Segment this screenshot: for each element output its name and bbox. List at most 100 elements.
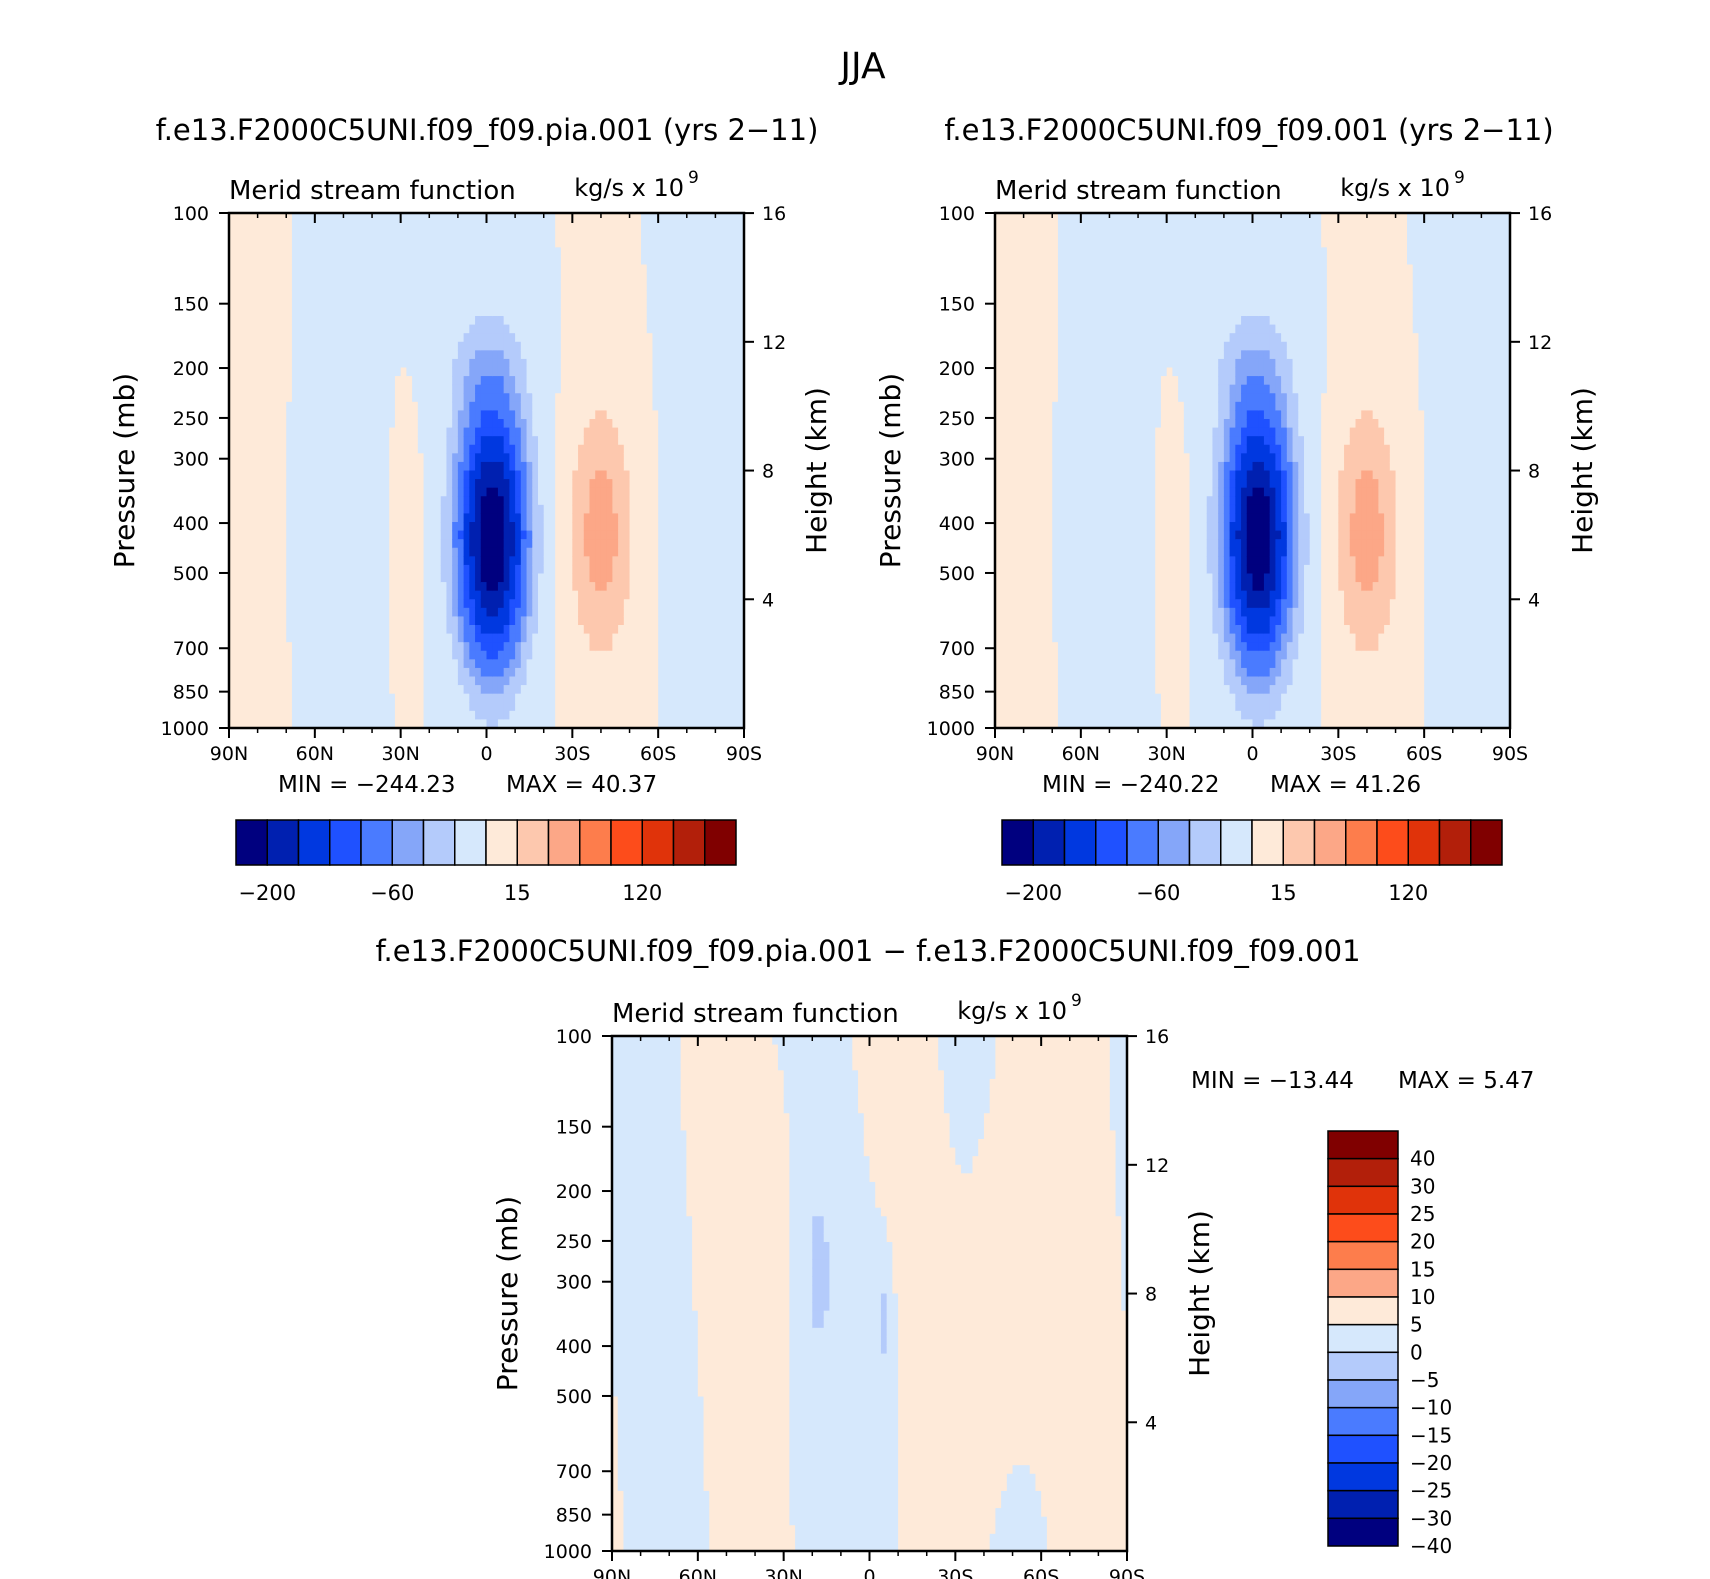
panel-0-field-cell bbox=[360, 290, 367, 300]
panel-0-field-cell bbox=[681, 633, 688, 643]
panel-0-field-cell bbox=[394, 213, 402, 223]
panel-0-field-cell bbox=[452, 599, 459, 609]
panel-0-field-cell bbox=[635, 461, 642, 472]
panel-0-field-cell bbox=[681, 410, 688, 420]
panel-0-field-cell bbox=[480, 650, 488, 660]
panel-0-field-cell bbox=[257, 221, 264, 231]
panel-0-field-cell bbox=[526, 633, 533, 643]
panel-0-field-cell bbox=[417, 333, 425, 343]
panel-0-field-cell bbox=[612, 333, 619, 343]
panel-0-field-cell bbox=[360, 522, 367, 532]
panel-0-field-cell bbox=[675, 393, 682, 403]
panel-0-field-cell bbox=[497, 582, 505, 592]
panel-0-field-cell bbox=[612, 607, 619, 618]
panel-0-field-cell bbox=[589, 436, 596, 446]
panel-0-field-cell bbox=[703, 316, 711, 326]
panel-0-field-cell bbox=[475, 676, 482, 686]
panel-0-field-cell bbox=[669, 573, 676, 583]
panel-0-field-cell bbox=[641, 522, 648, 532]
panel-0-field-cell bbox=[423, 324, 430, 334]
panel-0-field-cell bbox=[303, 487, 310, 497]
panel-0-field-cell bbox=[492, 444, 499, 454]
panel-0-field-cell bbox=[234, 376, 242, 386]
panel-0-field-cell bbox=[520, 496, 528, 506]
panel-0-field-cell bbox=[326, 530, 333, 540]
panel-0-field-cell bbox=[343, 659, 350, 669]
panel-0-field-cell bbox=[520, 530, 528, 540]
panel-0-field-cell bbox=[320, 487, 327, 497]
panel-0-field-cell bbox=[555, 384, 562, 394]
panel-0-field-cell bbox=[475, 298, 482, 309]
panel-0-field-cell bbox=[251, 247, 259, 257]
panel-0-field-cell bbox=[291, 384, 299, 394]
panel-0-field-cell bbox=[486, 590, 493, 600]
panel-0-field-cell bbox=[297, 479, 304, 489]
panel-0-field-cell bbox=[406, 539, 413, 549]
panel-0-field-cell bbox=[618, 590, 625, 600]
panel-0-field-cell bbox=[343, 590, 350, 600]
panel-0-field-cell bbox=[343, 221, 350, 231]
panel-0-field-cell bbox=[240, 333, 247, 343]
panel-0-field-cell bbox=[658, 693, 665, 703]
panel-0-field-cell bbox=[503, 496, 510, 506]
panel-0-field-cell bbox=[320, 719, 327, 729]
panel-0-field-cell bbox=[663, 324, 671, 334]
panel-0-field-cell bbox=[463, 427, 470, 437]
panel-0-field-cell bbox=[549, 479, 556, 489]
panel-0-field-cell bbox=[698, 633, 705, 643]
panel-0-field-cell bbox=[578, 693, 585, 703]
panel-0-field-cell bbox=[366, 221, 373, 231]
panel-0-field-cell bbox=[240, 676, 247, 686]
panel-0-field-cell bbox=[389, 676, 396, 686]
panel-0-field-cell bbox=[560, 496, 568, 506]
panel-0-field-cell bbox=[509, 607, 516, 618]
panel-0-field-cell bbox=[520, 384, 528, 394]
panel-0-field-cell bbox=[686, 298, 694, 309]
panel-0-field-cell bbox=[240, 316, 247, 326]
panel-0-field-cell bbox=[652, 642, 659, 652]
panel-0-field-cell bbox=[497, 530, 505, 540]
panel-0-field-cell bbox=[354, 573, 362, 583]
panel-0-field-cell bbox=[532, 316, 539, 326]
panel-0-field-cell bbox=[503, 298, 510, 309]
panel-0-field-cell bbox=[475, 513, 482, 523]
panel-0-field-cell bbox=[497, 367, 505, 377]
panel-0-field-cell bbox=[555, 264, 562, 274]
panel-0-field-cell bbox=[515, 496, 522, 506]
panel-0-field-cell bbox=[435, 358, 442, 369]
panel-0-field-cell bbox=[383, 273, 390, 283]
panel-0-field-cell bbox=[623, 213, 631, 223]
panel-0-field-cell bbox=[343, 358, 350, 369]
panel-0-field-cell bbox=[263, 530, 270, 540]
panel-0-field-cell bbox=[377, 573, 385, 583]
panel-0-field-cell bbox=[600, 625, 608, 635]
panel-0-field-cell bbox=[240, 427, 247, 437]
panel-0-field-cell bbox=[429, 667, 436, 678]
panel-0-field-cell bbox=[360, 264, 367, 274]
panel-0-field-cell bbox=[240, 221, 247, 231]
panel-0-field-cell bbox=[606, 298, 613, 309]
panel-0-field-cell bbox=[623, 255, 631, 266]
panel-0-field-cell bbox=[394, 547, 402, 557]
panel-0-field-cell bbox=[389, 522, 396, 532]
panel-0-field-cell bbox=[297, 333, 304, 343]
panel-0-field-cell bbox=[343, 487, 350, 497]
panel-0-field-cell bbox=[383, 625, 390, 635]
panel-0-field-cell bbox=[480, 281, 488, 291]
panel-0-field-cell bbox=[309, 616, 316, 626]
panel-0-field-cell bbox=[246, 573, 253, 583]
panel-0-field-cell bbox=[566, 642, 573, 652]
panel-0-field-cell bbox=[497, 539, 505, 549]
panel-0-field-cell bbox=[515, 650, 522, 660]
panel-0-field-cell bbox=[595, 547, 602, 557]
panel-0-field-cell bbox=[475, 290, 482, 300]
panel-0-field-cell bbox=[469, 667, 476, 678]
panel-0-field-cell bbox=[589, 461, 596, 472]
panel-0-field-cell bbox=[291, 436, 299, 446]
panel-0-field-cell bbox=[503, 487, 510, 497]
panel-0-field-cell bbox=[600, 667, 608, 678]
panel-0-field-cell bbox=[360, 539, 367, 549]
panel-0-field-cell bbox=[520, 290, 528, 300]
panel-0-field-cell bbox=[394, 273, 402, 283]
panel-0-field-cell bbox=[503, 358, 510, 369]
